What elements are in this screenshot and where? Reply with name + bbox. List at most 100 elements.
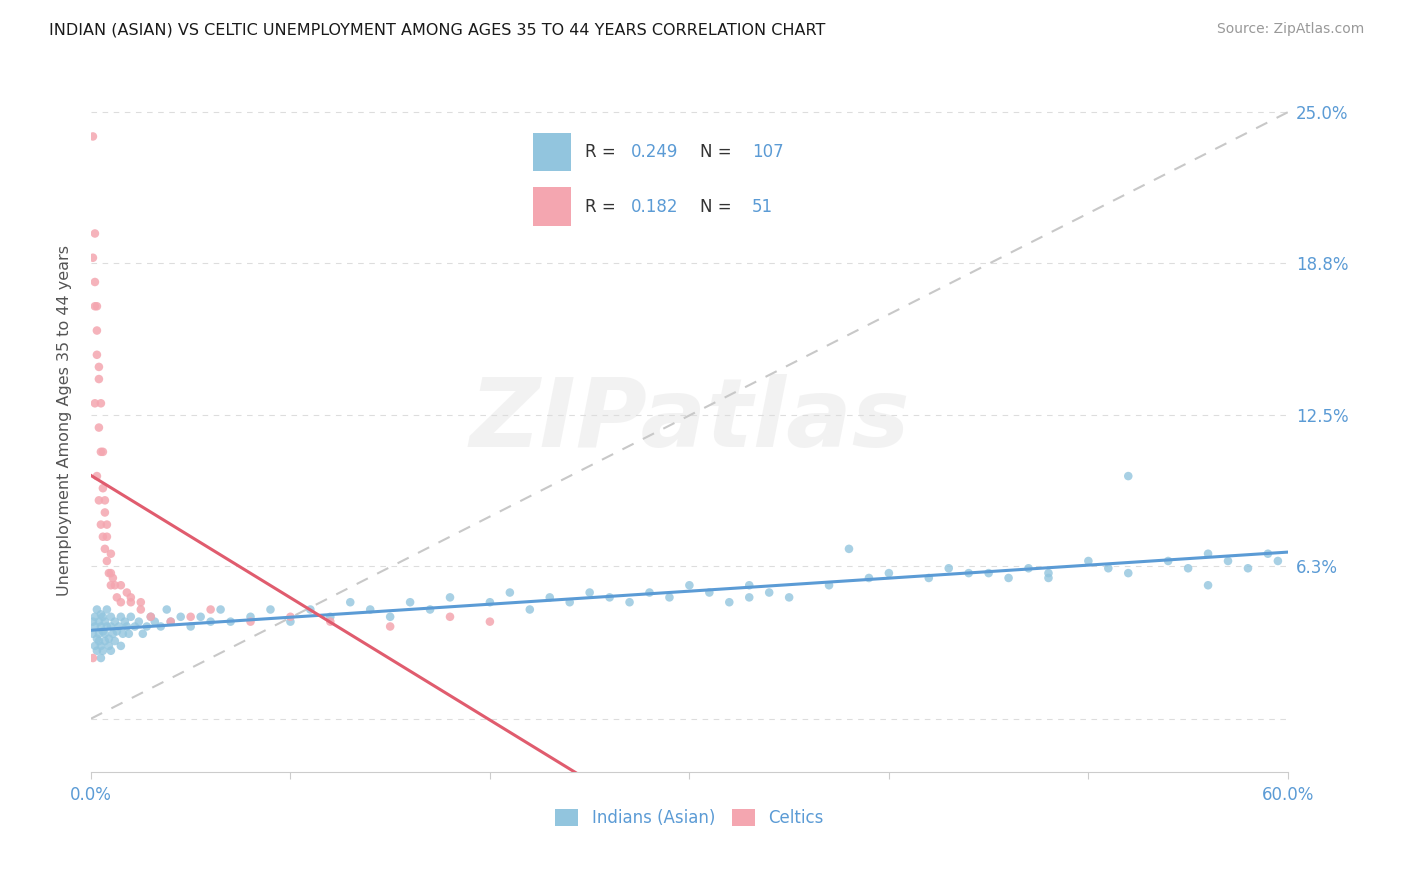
Point	[439, 609, 461, 624]
Point	[96, 602, 118, 616]
Point	[1157, 554, 1180, 568]
Point	[1038, 571, 1060, 585]
Point	[378, 619, 401, 633]
Point	[1116, 469, 1139, 483]
Text: ZIPatlas: ZIPatlas	[470, 374, 910, 467]
Point	[97, 632, 120, 646]
Point	[94, 634, 117, 648]
Point	[124, 619, 146, 633]
Point	[90, 517, 112, 532]
Point	[219, 615, 242, 629]
Point	[90, 639, 112, 653]
Point	[280, 615, 302, 629]
Point	[918, 571, 941, 585]
Point	[239, 609, 262, 624]
Point	[120, 609, 142, 624]
Point	[91, 481, 114, 495]
Point	[110, 639, 132, 653]
Point	[200, 602, 222, 616]
Point	[91, 530, 114, 544]
Point	[91, 644, 114, 658]
Point	[87, 493, 110, 508]
Point	[84, 396, 107, 410]
Point	[115, 585, 138, 599]
Point	[100, 566, 122, 581]
Point	[115, 619, 138, 633]
Point	[1197, 547, 1219, 561]
Point	[96, 619, 118, 633]
Point	[339, 595, 361, 609]
Point	[94, 615, 117, 629]
Point	[82, 615, 104, 629]
Point	[1216, 554, 1239, 568]
Point	[94, 627, 117, 641]
Point	[108, 619, 131, 633]
Point	[638, 585, 661, 599]
Point	[91, 445, 114, 459]
Point	[699, 585, 721, 599]
Point	[84, 275, 107, 289]
Point	[129, 602, 152, 616]
Point	[139, 609, 162, 624]
Point	[997, 571, 1019, 585]
Point	[180, 609, 202, 624]
Point	[90, 607, 112, 622]
Point	[170, 609, 193, 624]
Point	[90, 445, 112, 459]
Point	[838, 541, 860, 556]
Point	[86, 469, 108, 483]
Point	[104, 615, 127, 629]
Point	[938, 561, 960, 575]
Point	[82, 129, 104, 144]
Point	[96, 530, 118, 544]
Point	[1257, 547, 1279, 561]
Point	[718, 595, 741, 609]
Point	[738, 578, 761, 592]
Point	[858, 571, 880, 585]
Point	[1097, 561, 1119, 575]
Point	[359, 602, 381, 616]
Point	[156, 602, 179, 616]
Point	[399, 595, 422, 609]
Point	[499, 585, 522, 599]
Point	[1077, 554, 1099, 568]
Point	[90, 619, 112, 633]
Point	[82, 251, 104, 265]
Point	[110, 595, 132, 609]
Point	[86, 644, 108, 658]
Point	[97, 639, 120, 653]
Point	[91, 609, 114, 624]
Point	[100, 609, 122, 624]
Point	[977, 566, 1000, 581]
Point	[84, 619, 107, 633]
Point	[419, 602, 441, 616]
Point	[87, 627, 110, 641]
Text: INDIAN (ASIAN) VS CELTIC UNEMPLOYMENT AMONG AGES 35 TO 44 YEARS CORRELATION CHAR: INDIAN (ASIAN) VS CELTIC UNEMPLOYMENT AM…	[49, 22, 825, 37]
Point	[259, 602, 281, 616]
Point	[114, 615, 136, 629]
Point	[678, 578, 700, 592]
Point	[1267, 554, 1289, 568]
Point	[818, 578, 841, 592]
Point	[957, 566, 980, 581]
Point	[97, 566, 120, 581]
Point	[519, 602, 541, 616]
Point	[105, 624, 128, 639]
Point	[128, 615, 150, 629]
Point	[86, 602, 108, 616]
Point	[209, 602, 232, 616]
Point	[105, 591, 128, 605]
Point	[239, 615, 262, 629]
Point	[478, 615, 501, 629]
Point	[82, 651, 104, 665]
Point	[84, 639, 107, 653]
Point	[87, 359, 110, 374]
Point	[1177, 561, 1199, 575]
Point	[299, 602, 322, 616]
Point	[96, 554, 118, 568]
Point	[1237, 561, 1260, 575]
Point	[200, 615, 222, 629]
Point	[378, 609, 401, 624]
Point	[87, 372, 110, 386]
Point	[877, 566, 900, 581]
